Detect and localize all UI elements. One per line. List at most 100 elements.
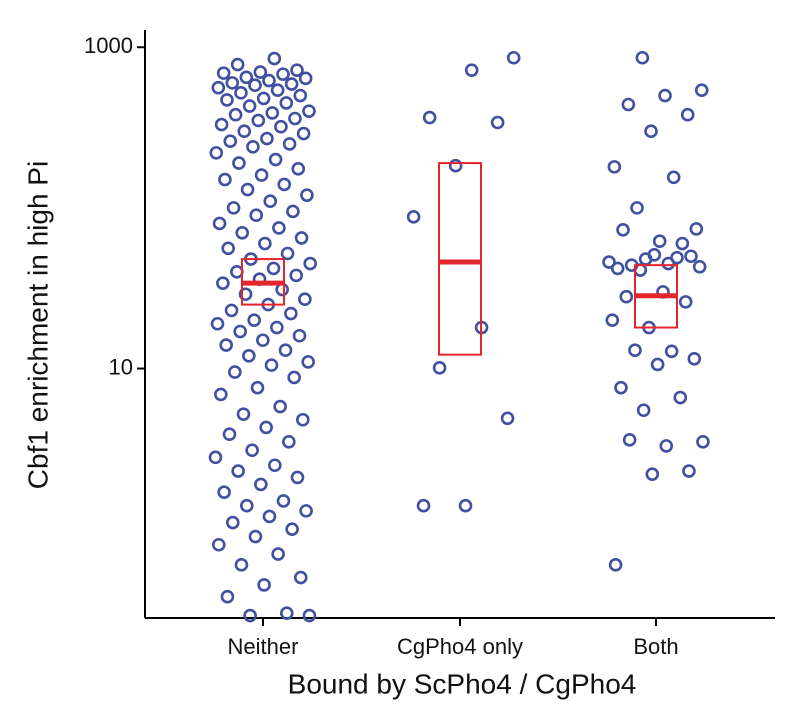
data-point [298,292,312,307]
data-point [223,134,238,149]
data-point [298,71,313,86]
data-point [262,73,276,88]
data-point [233,324,247,339]
data-point [458,498,473,513]
data-point [250,380,265,395]
data-point [301,355,315,369]
data-point [272,221,286,235]
data-point [500,411,515,426]
data-point [225,515,240,530]
data-point [216,276,230,290]
y-axis-title: Cbf1 enrichment in high Pi [22,161,53,489]
data-point [302,104,316,118]
data-point [675,236,690,251]
data-point [288,111,302,126]
y-tick-label: 10 [109,354,133,379]
data-point [280,246,295,261]
data-point [658,88,672,103]
data-point [276,494,291,508]
data-point [678,295,693,309]
data-point [264,358,279,372]
data-point [694,83,709,98]
data-point [273,399,287,414]
box [438,162,482,356]
data-point [630,201,644,215]
data-point [464,63,479,77]
data-point [422,110,437,125]
data-point [645,467,660,481]
data-point [290,63,304,77]
data-point [270,83,285,98]
data-point [237,124,252,139]
data-point [284,306,298,321]
data-point [608,558,623,572]
data-point [218,172,232,187]
data-point [610,261,625,276]
data-point [208,450,223,465]
data-point [236,407,251,421]
data-point [243,608,257,623]
data-point [224,303,239,318]
data-point [232,156,246,170]
data-point [260,131,274,146]
data-point [292,328,307,343]
x-axis-title: Bound by ScPho4 / CgPho4 [288,668,637,699]
data-point [238,287,253,302]
data-point [246,139,260,154]
data-point [302,608,317,623]
data-point [226,201,241,215]
data-point [209,146,224,160]
data-point [256,333,270,348]
data-point [614,380,628,395]
data-point [680,107,695,122]
data-point [682,464,696,478]
data-point [278,343,293,358]
data-point [635,50,650,65]
data-point [234,86,248,100]
data-point [242,99,257,113]
data-point [211,537,226,552]
data-point [284,77,299,91]
data-point [266,261,281,276]
x-tick-label: CgPho4 only [397,634,523,659]
data-point [286,204,300,219]
data-point [290,470,305,485]
data-point [263,194,278,209]
data-point [416,498,431,513]
data-point [230,265,244,279]
data-point [644,124,658,139]
data-point [216,66,231,80]
data-point [652,234,667,249]
data-point [235,225,250,240]
data-point [254,168,269,182]
data-point [659,439,674,453]
data-point [296,126,311,141]
data-point [221,241,236,256]
data-point [245,443,259,458]
data-point [219,338,233,352]
data-point [303,256,318,271]
data-point [239,70,254,85]
data-point [300,188,314,202]
data-point [220,93,234,107]
x-tick-label: Neither [228,634,299,659]
data-point [240,498,254,513]
data-point [228,107,243,122]
data-point [277,177,292,192]
data-point [490,115,505,130]
data-point [616,223,630,237]
data-point [687,351,702,366]
data-point [279,606,294,620]
data-point [607,160,622,174]
data-point [210,316,225,331]
data-point [248,529,263,544]
data-point [282,434,296,449]
data-point [212,216,227,231]
data-point [285,522,299,536]
data-point [650,357,665,372]
data-point [275,282,290,297]
data-point [251,113,266,128]
data-point [240,182,255,197]
data-point [619,289,634,304]
